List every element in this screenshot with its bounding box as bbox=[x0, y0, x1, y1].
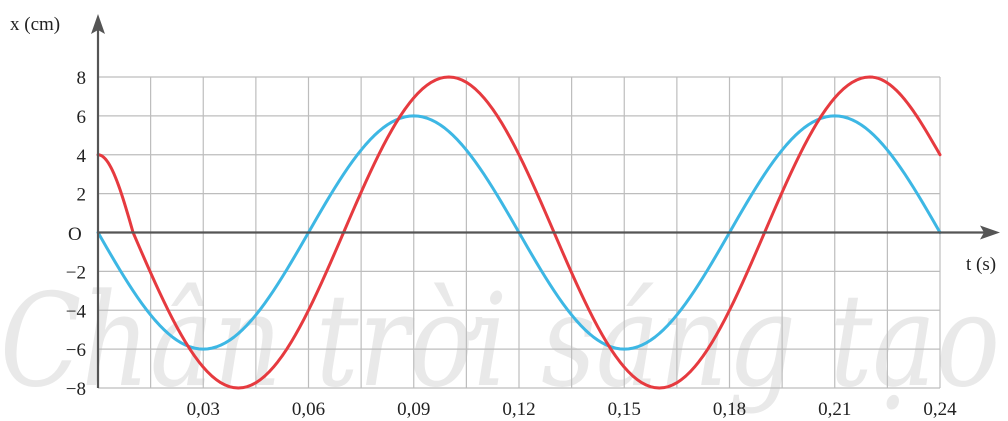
y-tick-label: −2 bbox=[66, 262, 86, 283]
tick-labels: 0,03 0,06 0,09 0,12 0,15 0,18 0,21 0,24 8 6 4 2 −2 −4… bbox=[66, 68, 957, 420]
axes bbox=[91, 14, 1000, 388]
origin-label: O bbox=[68, 224, 82, 245]
x-axis-label: t (s) bbox=[966, 254, 996, 275]
x-tick-label: 0,03 bbox=[187, 399, 220, 420]
y-axis-arrow bbox=[91, 14, 105, 34]
x-tick-label: 0,09 bbox=[397, 399, 430, 420]
y-tick-label: −4 bbox=[66, 301, 87, 322]
y-tick-label: −8 bbox=[66, 379, 86, 400]
x-tick-label: 0,18 bbox=[713, 399, 746, 420]
y-tick-label: 2 bbox=[77, 185, 87, 206]
x-axis-arrow bbox=[980, 225, 1000, 240]
y-tick-label: 8 bbox=[77, 68, 87, 89]
x-tick-label: 0,06 bbox=[292, 399, 325, 420]
x-tick-label: 0,24 bbox=[923, 399, 957, 420]
x-tick-label: 0,15 bbox=[608, 399, 641, 420]
x-tick-label: 0,12 bbox=[502, 399, 535, 420]
series-line-2 bbox=[96, 75, 942, 390]
y-tick-label: 4 bbox=[77, 146, 87, 167]
y-tick-label: −6 bbox=[66, 340, 86, 361]
y-tick-label: 6 bbox=[77, 107, 87, 128]
y-axis-label: x (cm) bbox=[10, 14, 60, 35]
watermark-text: Chân trời sáng tạo bbox=[0, 267, 1000, 416]
x-tick-label: 0,21 bbox=[818, 399, 851, 420]
